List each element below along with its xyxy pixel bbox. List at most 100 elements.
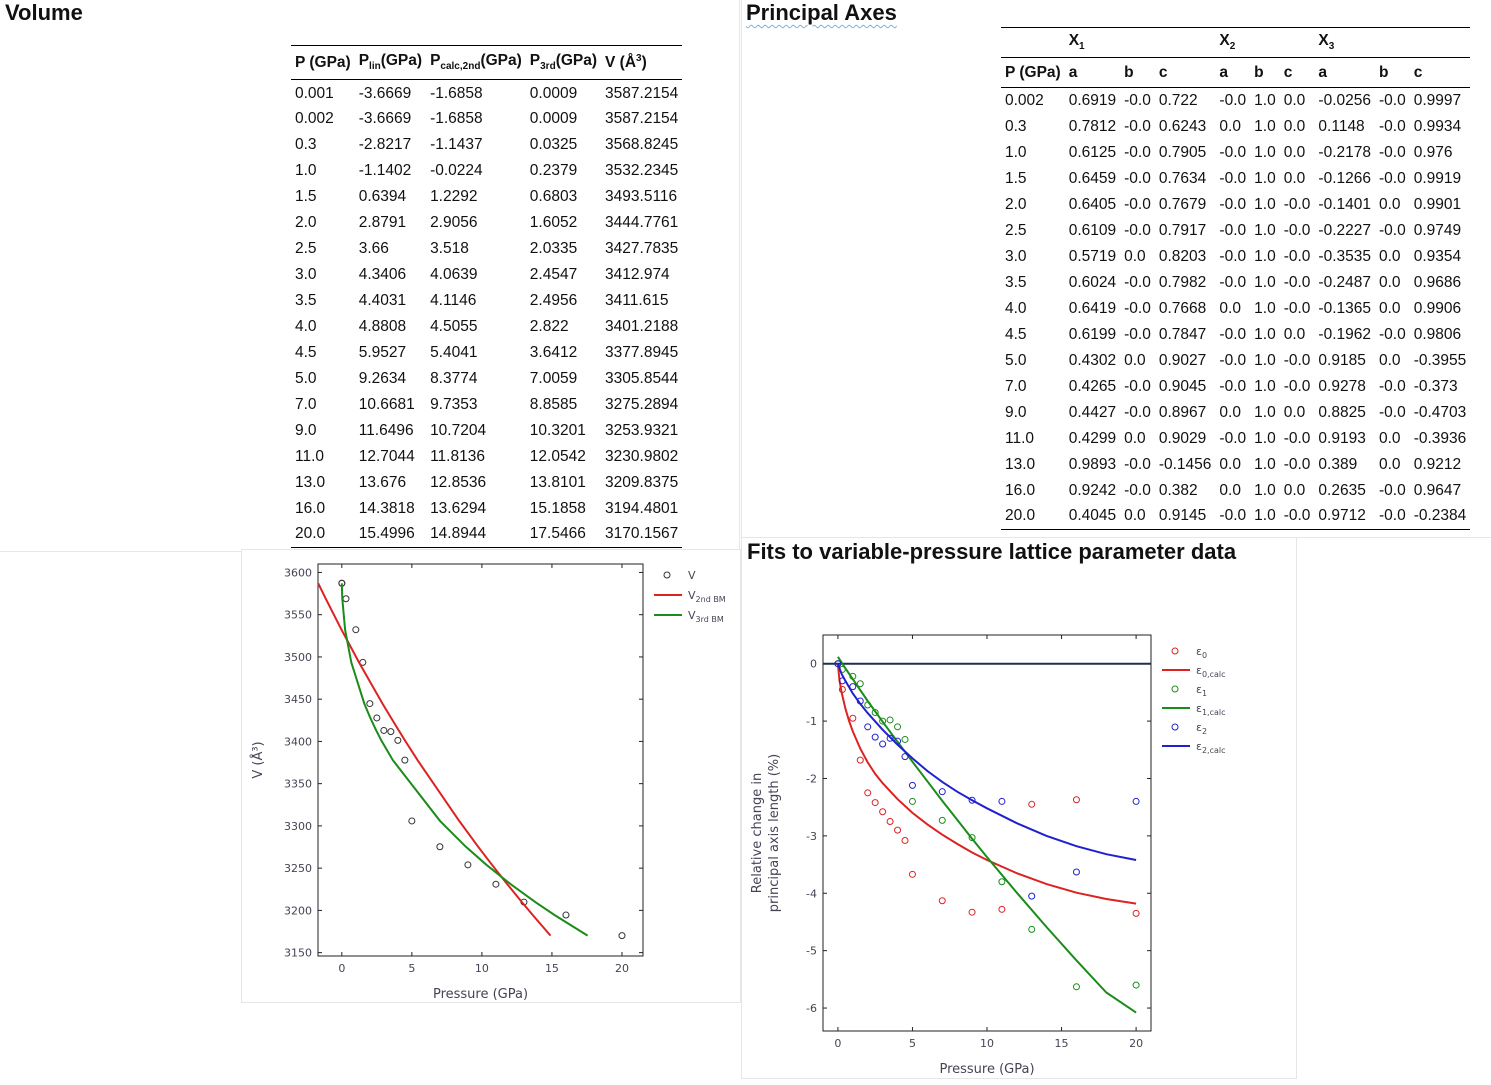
table-cell: -0.0 [1219, 169, 1247, 187]
table-cell: 0.0 [1124, 429, 1146, 447]
series-line-green [340, 583, 589, 937]
table-cell: 3230.9802 [605, 447, 679, 465]
table-cell: 15.4996 [358, 525, 415, 543]
table-cell: 0.9354 [1413, 247, 1462, 265]
table-cell: 0.9145 [1158, 507, 1207, 525]
table-cell: 4.4031 [358, 291, 407, 309]
series-line-blue [836, 663, 1137, 861]
table-cell: 2.0 [295, 213, 317, 231]
table-cell: -0.0 [1219, 221, 1247, 239]
table-cell: 0.9997 [1413, 91, 1462, 109]
data-point-black [401, 756, 409, 764]
table-cell: 3587.2154 [605, 85, 679, 103]
table-cell: 13.6294 [430, 499, 487, 517]
data-point-black [387, 728, 395, 736]
data-point-green [1028, 925, 1036, 933]
legend-label: V2nd BM [688, 589, 726, 604]
table-cell: 3.5 [1005, 273, 1027, 291]
table-cell: -0.0 [1379, 91, 1406, 109]
table-cell: -0.0 [1219, 247, 1247, 265]
table-cell: 0.722 [1158, 91, 1198, 109]
table-cell: 0.2635 [1318, 481, 1366, 499]
table-cell: 10.6681 [358, 395, 415, 413]
table-cell: -0.0 [1124, 91, 1151, 109]
table-cell: 0.7917 [1158, 221, 1207, 239]
x-tick-label: 5 [909, 1037, 916, 1050]
table-row: 5.0 0.4302 0.0 0.9027 -0.0 1.0 -0.0 0.9185 0.0 -0… [1001, 348, 1470, 374]
data-point-red [894, 826, 902, 834]
table-cell: 0.7982 [1158, 273, 1207, 291]
table-cell: 3411.615 [605, 291, 669, 309]
data-point-green [871, 708, 879, 716]
table-cell: 0.4265 [1068, 377, 1117, 395]
table-cell: -0.2178 [1318, 143, 1371, 161]
table-cell: -0.0 [1379, 143, 1406, 161]
y-tick-label: 3450 [284, 693, 312, 706]
x-tick-label: 0 [834, 1037, 841, 1050]
table-cell: 0.0 [1219, 403, 1241, 421]
data-point-black [352, 626, 360, 634]
table-cell: 4.1146 [430, 291, 477, 309]
table-cell: 0.9749 [1413, 221, 1462, 239]
table-row: 3.5 0.6024 -0.0 0.7982 -0.0 1.0 -0.0 -0.2487 0.0… [1001, 270, 1470, 296]
table-cell: 0.6125 [1068, 143, 1117, 161]
axes-group-row: X1 X2 X3 [1001, 28, 1470, 58]
table-cell: -0.2384 [1413, 507, 1467, 525]
data-point-green [1132, 981, 1140, 989]
col-p: P (GPa) [291, 45, 355, 80]
table-cell: 3.0 [1005, 247, 1027, 265]
table-cell: -0.0 [1219, 325, 1247, 343]
data-point-black [464, 861, 472, 869]
table-row: 2.0 0.6405 -0.0 0.7679 -0.0 1.0 -0.0 -0.1401 0.0… [1001, 192, 1470, 218]
table-cell: 0.0 [1379, 351, 1401, 369]
table-cell: 9.7353 [430, 395, 478, 413]
table-cell: -1.6858 [430, 85, 483, 103]
table-cell: 0.0 [1283, 143, 1306, 161]
table-cell: 3275.2894 [605, 395, 679, 413]
table-cell: -0.373 [1413, 377, 1458, 395]
y-tick-label: 3200 [284, 904, 312, 917]
table-cell: 3170.1567 [605, 525, 679, 543]
col-pcalc: Pcalc,2nd(GPa) [426, 45, 526, 80]
table-cell: 0.3 [1005, 117, 1027, 135]
table-cell: 3.5 [295, 291, 317, 309]
data-point-red [1072, 796, 1080, 804]
table-cell: -0.0 [1219, 507, 1247, 525]
table-cell: 0.6109 [1068, 221, 1117, 239]
table-cell: 1.0 [1254, 429, 1276, 447]
volume-chart-panel: 0 5 10 15 20 3150 3200 3250 3300 3350 3400 3450 3500… [241, 549, 741, 1003]
data-point-green [938, 816, 946, 824]
data-point-blue [998, 797, 1006, 805]
legend-label: V3rd BM [688, 609, 724, 624]
table-cell: 0.6394 [358, 187, 407, 205]
table-cell: 0.9806 [1413, 325, 1462, 343]
table-cell: 0.9647 [1413, 481, 1462, 499]
plot-frame [317, 563, 644, 957]
table-cell: 0.4299 [1068, 429, 1117, 447]
table-cell: 1.0 [1254, 117, 1276, 135]
axes-col-header: P (GPa) [1001, 57, 1065, 88]
table-cell: 8.3774 [430, 369, 478, 387]
table-cell: 3427.7835 [605, 239, 679, 257]
table-row: 1.0 -1.1402 -0.0224 0.2379 3532.2345 [291, 158, 682, 184]
table-cell: -0.0 [1379, 481, 1406, 499]
volume-chart: 0 5 10 15 20 3150 3200 3250 3300 3350 3400 3450 3500… [250, 563, 726, 1002]
table-cell: 3253.9321 [605, 421, 679, 439]
table-cell: 12.0542 [529, 447, 586, 465]
table-cell: 0.6419 [1068, 299, 1117, 317]
table-row: 11.0 12.7044 11.8136 12.0542 3230.9802 [291, 444, 682, 470]
table-cell: 0.6243 [1158, 117, 1207, 135]
table-row: 4.0 0.6419 -0.0 0.7668 0.0 1.0 -0.0 -0.1365 0.0 0… [1001, 296, 1470, 322]
table-cell: -0.0 [1219, 351, 1247, 369]
y-tick-label: -4 [806, 887, 817, 900]
table-cell: 0.6405 [1068, 195, 1117, 213]
table-cell: 1.0 [295, 161, 317, 179]
table-row: 13.0 0.9893 -0.0 -0.1456 0.0 1.0 -0.0 0.389 0.0 0… [1001, 452, 1470, 478]
axes-col-header: a [1215, 57, 1251, 88]
table-cell: 0.0 [1219, 299, 1241, 317]
table-cell: -0.1401 [1318, 195, 1371, 213]
table-row: 0.002 0.6919 -0.0 0.722 -0.0 1.0 0.0 -0.0256 -0.… [1001, 88, 1470, 114]
table-cell: 0.0 [1379, 299, 1401, 317]
table-cell: -0.0 [1283, 221, 1311, 239]
table-cell: 0.0 [1379, 247, 1401, 265]
